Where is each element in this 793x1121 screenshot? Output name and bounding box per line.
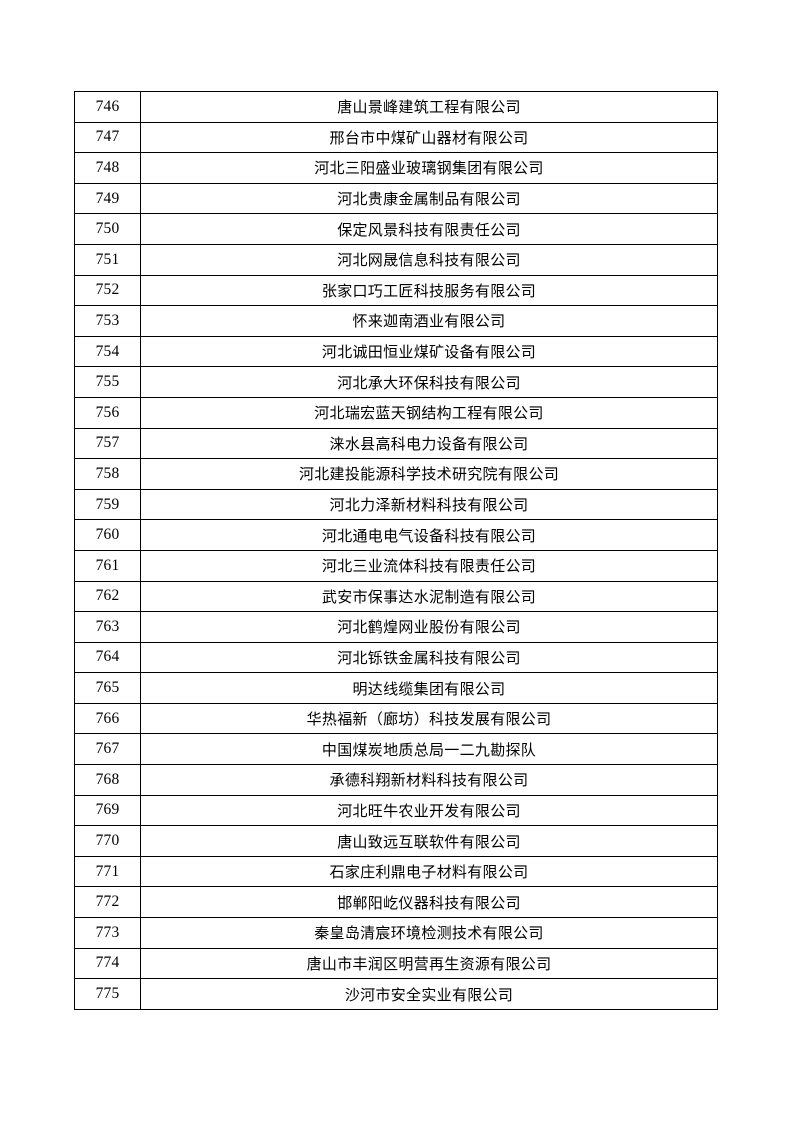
row-index-cell: 761 <box>74 549 141 582</box>
row-index-cell: 763 <box>74 611 141 643</box>
company-name-cell: 涞水县高科电力设备有限公司 <box>140 427 718 460</box>
row-index-cell: 752 <box>74 274 141 307</box>
company-name-cell: 中国煤炭地质总局一二九勘探队 <box>140 733 718 766</box>
table-row: 754 河北诚田恒业煤矿设备有限公司 <box>74 335 718 368</box>
enterprise-listing-table: 746 唐山景峰建筑工程有限公司 747 邢台市中煤矿山器材有限公司 748 河北三阳盛业… <box>74 91 718 1010</box>
row-index-cell: 749 <box>74 182 141 215</box>
company-name-cell: 秦皇岛清宸环境检测技术有限公司 <box>140 917 718 949</box>
table-row: 775 沙河市安全实业有限公司 <box>74 978 718 1010</box>
row-index-cell: 746 <box>74 91 141 123</box>
row-index-cell: 759 <box>74 488 141 521</box>
table-row: 756 河北瑞宏蓝天钢结构工程有限公司 <box>74 396 718 429</box>
table-row: 759 河北力泽新材料科技有限公司 <box>74 488 718 521</box>
row-index-cell: 774 <box>74 947 141 980</box>
table-row: 746 唐山景峰建筑工程有限公司 <box>74 91 718 123</box>
row-index-cell: 766 <box>74 702 141 735</box>
company-name-cell: 河北铄铁金属科技有限公司 <box>140 641 718 674</box>
table-row: 764 河北铄铁金属科技有限公司 <box>74 641 718 674</box>
table-row: 762 武安市保事达水泥制造有限公司 <box>74 580 718 613</box>
table-row: 755 河北承大环保科技有限公司 <box>74 366 718 398</box>
company-name-cell: 唐山市丰润区明营再生资源有限公司 <box>140 947 718 980</box>
company-name-cell: 唐山景峰建筑工程有限公司 <box>140 91 718 123</box>
table-row: 769 河北旺牛农业开发有限公司 <box>74 794 718 827</box>
company-name-cell: 承德科翔新材料科技有限公司 <box>140 764 718 796</box>
row-index-cell: 747 <box>74 121 141 154</box>
row-index-cell: 751 <box>74 243 141 276</box>
table-row: 749 河北贵康金属制品有限公司 <box>74 182 718 215</box>
company-name-cell: 河北诚田恒业煤矿设备有限公司 <box>140 335 718 368</box>
company-name-cell: 邢台市中煤矿山器材有限公司 <box>140 121 718 154</box>
row-index-cell: 775 <box>74 978 141 1010</box>
row-index-cell: 762 <box>74 580 141 613</box>
table-body: 746 唐山景峰建筑工程有限公司 747 邢台市中煤矿山器材有限公司 748 河北三阳盛业… <box>74 91 718 1010</box>
company-name-cell: 河北通电电气设备科技有限公司 <box>140 519 718 551</box>
row-index-cell: 753 <box>74 305 141 337</box>
company-name-cell: 河北瑞宏蓝天钢结构工程有限公司 <box>140 396 718 429</box>
company-name-cell: 石家庄利鼎电子材料有限公司 <box>140 855 718 888</box>
row-index-cell: 773 <box>74 917 141 949</box>
company-name-cell: 唐山致远互联软件有限公司 <box>140 825 718 857</box>
company-name-cell: 邯郸阳屹仪器科技有限公司 <box>140 886 718 919</box>
company-name-cell: 河北贵康金属制品有限公司 <box>140 182 718 215</box>
table-row: 773 秦皇岛清宸环境检测技术有限公司 <box>74 917 718 949</box>
company-name-cell: 武安市保事达水泥制造有限公司 <box>140 580 718 613</box>
company-name-cell: 河北力泽新材料科技有限公司 <box>140 488 718 521</box>
company-name-cell: 张家口巧工匠科技服务有限公司 <box>140 274 718 307</box>
company-name-cell: 怀来迦南酒业有限公司 <box>140 305 718 337</box>
company-name-cell: 河北三阳盛业玻璃钢集团有限公司 <box>140 152 718 184</box>
table-row: 765 明达线缆集团有限公司 <box>74 672 718 704</box>
row-index-cell: 750 <box>74 213 141 245</box>
table-row: 767 中国煤炭地质总局一二九勘探队 <box>74 733 718 766</box>
company-name-cell: 河北网晟信息科技有限公司 <box>140 243 718 276</box>
table-row: 760 河北通电电气设备科技有限公司 <box>74 519 718 551</box>
table-row: 761 河北三业流体科技有限责任公司 <box>74 549 718 582</box>
table-row: 763 河北鹤煌网业股份有限公司 <box>74 611 718 643</box>
row-index-cell: 748 <box>74 152 141 184</box>
row-index-cell: 771 <box>74 855 141 888</box>
company-name-cell: 河北旺牛农业开发有限公司 <box>140 794 718 827</box>
enterprise-listing-table-wrap: 746 唐山景峰建筑工程有限公司 747 邢台市中煤矿山器材有限公司 748 河北三阳盛业… <box>74 91 718 1010</box>
company-name-cell: 保定风景科技有限责任公司 <box>140 213 718 245</box>
table-row: 751 河北网晟信息科技有限公司 <box>74 243 718 276</box>
row-index-cell: 757 <box>74 427 141 460</box>
company-name-cell: 河北鹤煌网业股份有限公司 <box>140 611 718 643</box>
company-name-cell: 沙河市安全实业有限公司 <box>140 978 718 1010</box>
row-index-cell: 769 <box>74 794 141 827</box>
table-row: 768 承德科翔新材料科技有限公司 <box>74 764 718 796</box>
company-name-cell: 明达线缆集团有限公司 <box>140 672 718 704</box>
row-index-cell: 760 <box>74 519 141 551</box>
table-row: 772 邯郸阳屹仪器科技有限公司 <box>74 886 718 919</box>
row-index-cell: 756 <box>74 396 141 429</box>
row-index-cell: 767 <box>74 733 141 766</box>
company-name-cell: 河北建投能源科学技术研究院有限公司 <box>140 458 718 490</box>
row-index-cell: 755 <box>74 366 141 398</box>
table-row: 771 石家庄利鼎电子材料有限公司 <box>74 855 718 888</box>
table-row: 753 怀来迦南酒业有限公司 <box>74 305 718 337</box>
row-index-cell: 765 <box>74 672 141 704</box>
table-row: 770 唐山致远互联软件有限公司 <box>74 825 718 857</box>
row-index-cell: 764 <box>74 641 141 674</box>
row-index-cell: 772 <box>74 886 141 919</box>
table-row: 766 华热福新（廊坊）科技发展有限公司 <box>74 702 718 735</box>
company-name-cell: 华热福新（廊坊）科技发展有限公司 <box>140 702 718 735</box>
row-index-cell: 754 <box>74 335 141 368</box>
table-row: 750 保定风景科技有限责任公司 <box>74 213 718 245</box>
table-row: 757 涞水县高科电力设备有限公司 <box>74 427 718 460</box>
table-row: 774 唐山市丰润区明营再生资源有限公司 <box>74 947 718 980</box>
table-row: 758 河北建投能源科学技术研究院有限公司 <box>74 458 718 490</box>
table-row: 752 张家口巧工匠科技服务有限公司 <box>74 274 718 307</box>
company-name-cell: 河北三业流体科技有限责任公司 <box>140 549 718 582</box>
table-row: 748 河北三阳盛业玻璃钢集团有限公司 <box>74 152 718 184</box>
row-index-cell: 770 <box>74 825 141 857</box>
company-name-cell: 河北承大环保科技有限公司 <box>140 366 718 398</box>
row-index-cell: 758 <box>74 458 141 490</box>
table-row: 747 邢台市中煤矿山器材有限公司 <box>74 121 718 154</box>
row-index-cell: 768 <box>74 764 141 796</box>
